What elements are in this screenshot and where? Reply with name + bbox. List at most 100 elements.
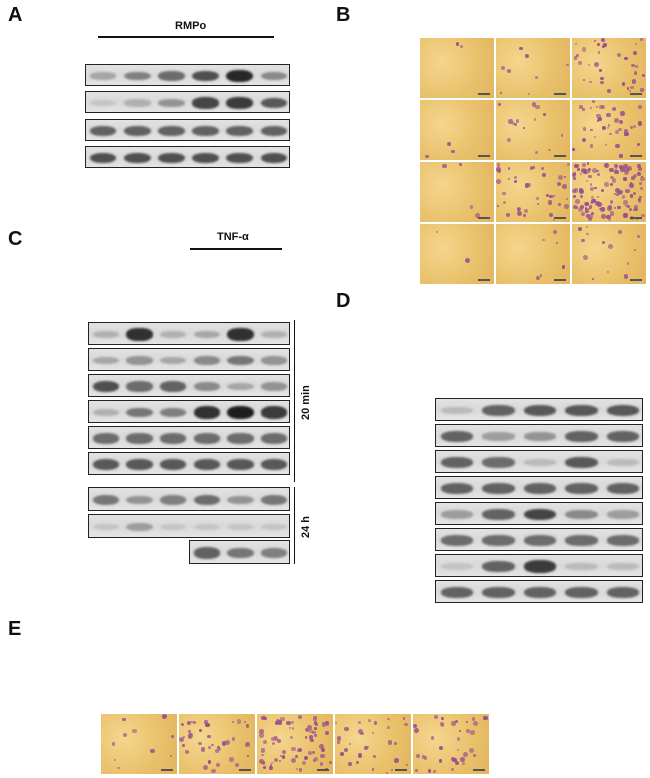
migrated-cell [473, 721, 479, 727]
migrated-cell [562, 184, 567, 189]
migrated-cell [547, 200, 553, 205]
band [606, 459, 640, 466]
migrated-cell [307, 751, 313, 756]
migrated-cell [440, 721, 445, 726]
migrated-cell [465, 720, 469, 724]
migrated-cell [312, 716, 318, 721]
migrated-cell [629, 183, 634, 188]
band [92, 459, 119, 470]
band [193, 382, 220, 391]
band [227, 495, 254, 505]
panel-a-label: A [8, 4, 23, 26]
scale-bar [317, 769, 329, 771]
migrated-cell [502, 191, 506, 195]
migrated-cell [575, 53, 580, 58]
migrated-cell [564, 204, 569, 209]
migrated-cell [319, 762, 323, 766]
migrated-cell [557, 203, 562, 207]
migrated-cell [355, 761, 359, 765]
migrated-cell [580, 168, 586, 173]
migrated-cell [321, 722, 327, 727]
migrated-cell [304, 728, 308, 731]
migrated-cell [245, 723, 250, 728]
migrated-cell [594, 186, 597, 190]
migrated-cell [607, 124, 610, 127]
band [193, 459, 220, 470]
migrated-cell [306, 724, 312, 730]
migrated-cell [627, 165, 633, 171]
migrated-cell [592, 100, 596, 104]
migrated-cell [464, 257, 470, 263]
migrated-cell [295, 754, 299, 758]
migrated-cell [298, 747, 303, 752]
band [482, 457, 515, 468]
migrated-cell [291, 757, 296, 763]
migrated-cell [616, 52, 621, 58]
migrated-cell [588, 80, 592, 84]
migrated-cell [633, 71, 637, 75]
scale-bar [630, 155, 642, 157]
migrated-cell [572, 148, 575, 151]
migrated-cell [582, 138, 586, 143]
migrated-cell [414, 769, 418, 773]
migrated-cell [601, 38, 605, 42]
migrated-cell [261, 715, 267, 721]
migrated-cell [235, 762, 240, 767]
migrated-cell [573, 176, 577, 180]
band [226, 125, 254, 137]
band [261, 494, 288, 506]
migrated-cell [335, 721, 338, 724]
band [89, 99, 117, 107]
migrated-cell [530, 165, 534, 169]
migrated-cell [452, 757, 457, 762]
migrated-cell [631, 63, 635, 67]
panel-b-micrograph [420, 162, 494, 222]
band [227, 405, 254, 420]
migrated-cell [625, 204, 628, 208]
migrated-cell [580, 194, 584, 199]
migrated-cell [632, 50, 637, 55]
band [126, 407, 153, 418]
migrated-cell [211, 744, 214, 747]
band [193, 406, 220, 419]
migrated-cell [541, 172, 546, 177]
band [126, 459, 153, 470]
migrated-cell [557, 174, 563, 180]
band [606, 510, 640, 519]
migrated-cell [305, 728, 310, 733]
migrated-cell [583, 127, 587, 131]
migrated-cell [534, 76, 539, 80]
migrated-cell [609, 132, 612, 136]
migrated-cell [313, 721, 318, 725]
migrated-cell [236, 718, 242, 724]
migrated-cell [122, 717, 126, 722]
migrated-cell [111, 741, 116, 746]
panel-d-blot-1 [435, 424, 643, 447]
migrated-cell [624, 57, 628, 61]
migrated-cell [620, 167, 625, 172]
migrated-cell [529, 167, 533, 171]
band [126, 328, 153, 341]
panel-b-micrograph [496, 162, 570, 222]
migrated-cell [269, 764, 273, 767]
migrated-cell [363, 745, 368, 751]
band [261, 523, 288, 531]
migrated-cell [337, 741, 340, 744]
migrated-cell [438, 759, 443, 763]
scale-bar [630, 93, 642, 95]
migrated-cell [198, 741, 202, 746]
migrated-cell [593, 198, 596, 202]
migrated-cell [394, 758, 399, 763]
band [523, 508, 557, 521]
migrated-cell [438, 745, 443, 750]
migrated-cell [314, 757, 318, 762]
band [193, 356, 220, 365]
migrated-cell [461, 761, 465, 765]
migrated-cell [344, 726, 349, 731]
migrated-cell [597, 201, 603, 207]
migrated-cell [413, 724, 417, 729]
band [160, 407, 187, 418]
migrated-cell [637, 121, 643, 126]
band [565, 457, 598, 468]
migrated-cell [582, 255, 588, 261]
